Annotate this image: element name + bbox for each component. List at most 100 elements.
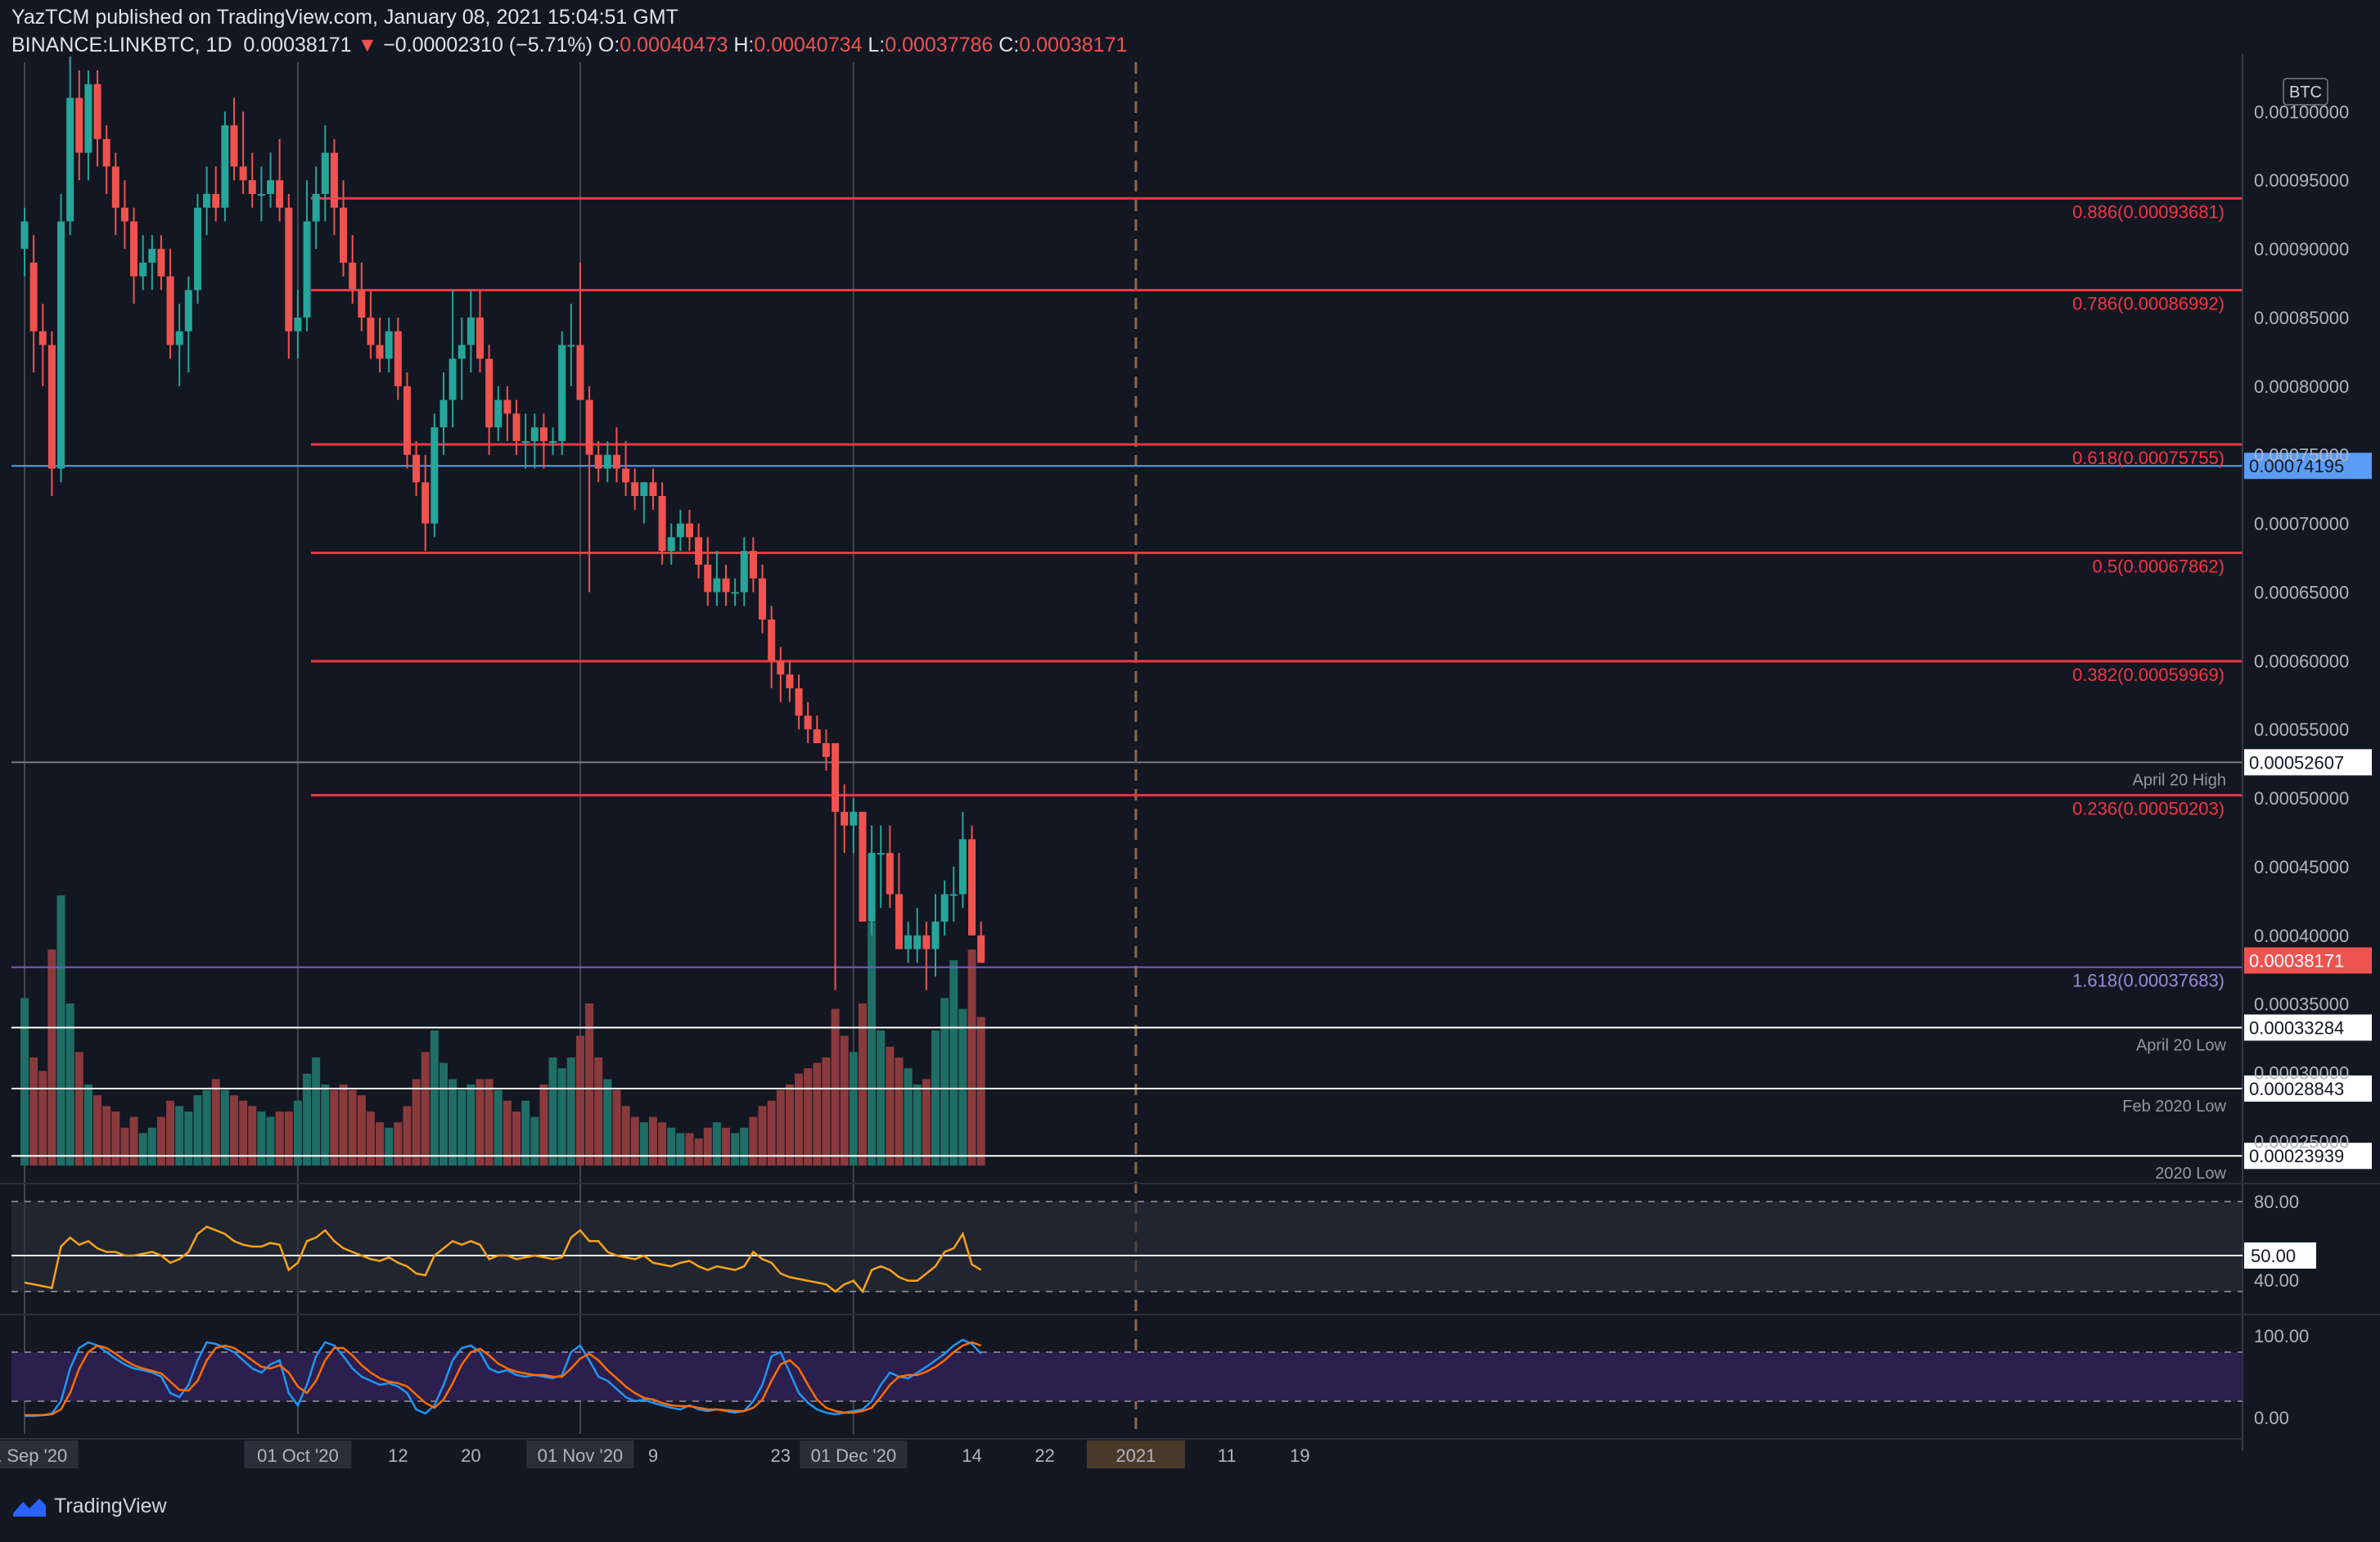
volume-bar <box>685 1133 694 1166</box>
candle-body <box>349 262 357 291</box>
candle-body <box>239 166 247 181</box>
candle-body <box>567 345 575 347</box>
volume-bar <box>138 1133 147 1166</box>
candle-body <box>549 440 557 443</box>
fib-level-label: 0.236(0.00050203) <box>2072 799 2224 819</box>
tradingview-brand: TradingView <box>54 1495 167 1517</box>
volume-bar <box>904 1068 913 1166</box>
price-tick-label: 0.00080000 <box>2254 376 2349 397</box>
volume-bar <box>166 1100 175 1166</box>
volume-bar <box>703 1127 712 1166</box>
volume-bar <box>211 1079 220 1166</box>
candle-body <box>485 358 494 428</box>
candle-body <box>813 729 821 743</box>
year-tick-bg <box>1086 1441 1185 1468</box>
volume-bar <box>175 1106 184 1166</box>
time-tick-label: 01 Sep '20 <box>0 1445 67 1466</box>
volume-bar <box>767 1100 776 1166</box>
volume-bar <box>976 1017 985 1166</box>
volume-bar <box>639 1122 648 1166</box>
volume-bar <box>740 1127 749 1166</box>
currency-badge <box>2283 78 2328 106</box>
volume-bar <box>257 1111 266 1166</box>
candle-body <box>977 935 985 963</box>
price-tag: 0.00028843 <box>2249 1079 2344 1099</box>
price-tick-label: 0.00030000 <box>2254 1063 2349 1084</box>
volume-bar <box>886 1046 895 1166</box>
candle-body <box>458 345 466 359</box>
volume-bar <box>458 1089 467 1166</box>
candle-body <box>795 688 803 716</box>
stoch-tick-0: 0.00 <box>2254 1408 2289 1428</box>
rsi-tick-50: 50.00 <box>2251 1246 2296 1266</box>
close-label: C: <box>998 34 1020 56</box>
stoch-tick-100: 100.00 <box>2254 1326 2309 1346</box>
volume-bar <box>202 1089 211 1166</box>
candle-body <box>330 152 338 208</box>
volume-bar <box>877 1030 886 1166</box>
candle-body <box>877 853 885 855</box>
volume-bar <box>102 1106 111 1166</box>
candle-body <box>29 262 38 331</box>
price-tag: 0.00023939 <box>2249 1146 2344 1166</box>
candle-body <box>777 661 785 675</box>
price-tick-label: 0.00065000 <box>2254 582 2349 602</box>
candle-body <box>212 193 220 208</box>
candle-body <box>75 97 83 153</box>
publisher-text: YazTCM published on TradingView.com, Jan… <box>11 6 678 29</box>
tradingview-logo-icon <box>13 1498 46 1517</box>
volume-bar <box>868 922 877 1166</box>
volume-bar <box>339 1084 348 1166</box>
candle-body <box>403 386 411 455</box>
price-tick-label: 0.00035000 <box>2254 994 2349 1015</box>
volume-bar <box>239 1100 248 1166</box>
volume-bar <box>376 1122 385 1166</box>
volume-bar <box>248 1106 257 1166</box>
candle-body <box>184 290 192 331</box>
candle-body <box>704 564 712 593</box>
volume-bar <box>731 1133 740 1166</box>
tradingview-footer[interactable]: TradingView <box>11 1495 167 1518</box>
candle-body <box>157 249 165 277</box>
candle-body <box>940 894 949 922</box>
volume-bar <box>275 1111 284 1166</box>
candle-body <box>768 620 776 661</box>
volume-bar <box>120 1127 129 1166</box>
candle-body <box>886 853 894 895</box>
volume-bar <box>38 1071 47 1166</box>
volume-bar <box>485 1079 494 1166</box>
high-value: 0.00040734 <box>754 34 863 56</box>
volume-bar <box>321 1084 330 1166</box>
candle-body <box>276 180 284 208</box>
price-tick-label: 0.00050000 <box>2254 788 2349 809</box>
volume-bar <box>266 1116 275 1166</box>
candle-body <box>576 345 584 400</box>
support-level-label: April 20 High <box>2132 771 2226 789</box>
volume-bar <box>630 1116 639 1166</box>
volume-bar <box>648 1116 657 1166</box>
candle-body <box>203 193 211 208</box>
volume-bar <box>412 1079 421 1166</box>
volume-bar <box>557 1068 566 1166</box>
close-value: 0.00038171 <box>1019 34 1128 56</box>
symbol-label[interactable]: BINANCE:LINKBTC, 1D <box>11 34 232 56</box>
price-tick-label: 0.00045000 <box>2254 857 2349 877</box>
volume-bar <box>895 1057 904 1166</box>
price-tick-label: 0.00040000 <box>2254 926 2349 946</box>
time-tick-label: 20 <box>461 1445 480 1466</box>
volume-bar <box>776 1089 785 1166</box>
candle-body <box>20 221 29 250</box>
fib-level-label: 0.786(0.00086992) <box>2072 294 2224 314</box>
volume-bar <box>712 1122 721 1166</box>
candle-body <box>804 715 812 730</box>
volume-bar <box>293 1100 302 1166</box>
candle-body <box>321 152 329 194</box>
candle-body <box>759 578 767 620</box>
volume-bar <box>303 1073 312 1166</box>
volume-bar <box>530 1116 539 1166</box>
time-tick-label: 12 <box>388 1445 408 1466</box>
candle-body <box>257 193 265 196</box>
candle-body <box>594 454 602 469</box>
candle-body <box>421 482 430 524</box>
